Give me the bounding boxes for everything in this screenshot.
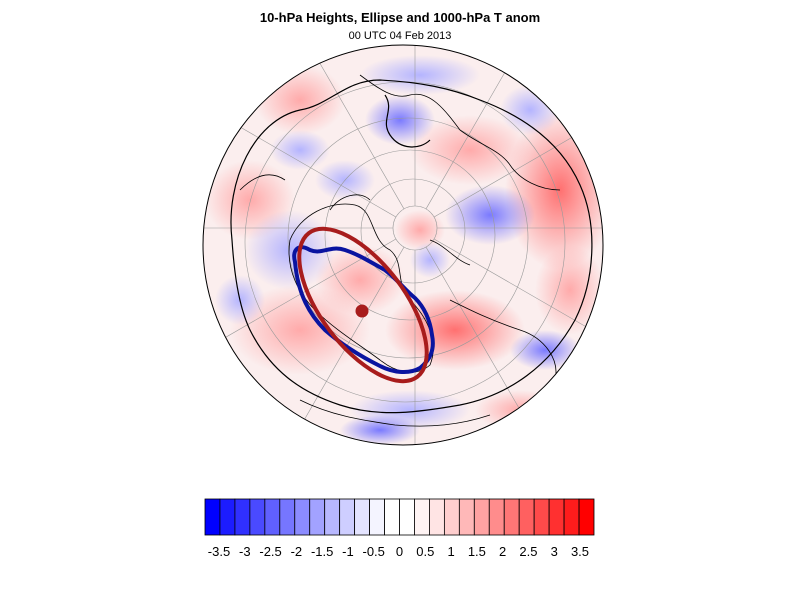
- colorbar-tick-label: -1.5: [311, 544, 333, 559]
- colorbar-swatch: [458, 498, 475, 536]
- colorbar-swatch: [563, 498, 580, 536]
- colorbar-tick-label: 3: [551, 544, 558, 559]
- colorbar-swatch: [414, 498, 430, 536]
- colorbar-swatch: [294, 498, 311, 536]
- colorbar-swatch: [503, 498, 520, 536]
- colorbar-swatch: [548, 498, 565, 536]
- colorbar-tick-label: 0.5: [416, 544, 434, 559]
- colorbar-tick-label: 3.5: [571, 544, 589, 559]
- colorbar-tick-label: 2: [499, 544, 506, 559]
- colorbar-tick-label: -3: [239, 544, 251, 559]
- vortex-ellipse: [297, 226, 429, 384]
- colorbar-swatch: [279, 498, 296, 536]
- colorbar-swatch: [488, 498, 505, 536]
- colorbar-swatch: [249, 498, 266, 536]
- colorbar-swatch: [234, 498, 251, 536]
- colorbar-swatch: [204, 498, 221, 536]
- colorbar-swatch: [578, 498, 595, 536]
- colorbar-swatch: [219, 498, 236, 536]
- globe-outline: [202, 44, 604, 446]
- colorbar-swatch: [309, 498, 326, 536]
- colorbar-tick-label: -2: [291, 544, 303, 559]
- vortex-centroid-marker: [355, 304, 369, 318]
- colorbar-swatch: [339, 498, 356, 536]
- colorbar-swatch: [384, 498, 400, 536]
- colorbar-swatch: [324, 498, 341, 536]
- colorbar-swatch: [399, 498, 415, 536]
- colorbar-swatch: [443, 498, 460, 536]
- colorbar-swatch: [429, 498, 445, 536]
- colorbar-tick-label: -1: [342, 544, 354, 559]
- colorbar-tick-label: 1: [447, 544, 454, 559]
- figure-subtitle: 00 UTC 04 Feb 2013: [348, 30, 452, 42]
- colorbar-tick-label: -0.5: [363, 544, 385, 559]
- colorbar-swatch: [473, 498, 490, 536]
- colorbar-tick-label: 1.5: [468, 544, 486, 559]
- colorbar-tick-label: -2.5: [259, 544, 281, 559]
- height-contours: [230, 79, 593, 414]
- colorbar-swatch: [369, 498, 385, 536]
- colorbar-tick-label: 0: [396, 544, 403, 559]
- colorbar-swatch: [518, 498, 535, 536]
- colorbar-tick-label: 2.5: [519, 544, 537, 559]
- colorbar-tick-label: -3.5: [208, 544, 230, 559]
- figure-title: 10-hPa Heights, Ellipse and 1000-hPa T a…: [259, 10, 541, 25]
- colorbar-swatch: [354, 498, 370, 536]
- colorbar-swatch: [533, 498, 550, 536]
- colorbar-swatch: [264, 498, 281, 536]
